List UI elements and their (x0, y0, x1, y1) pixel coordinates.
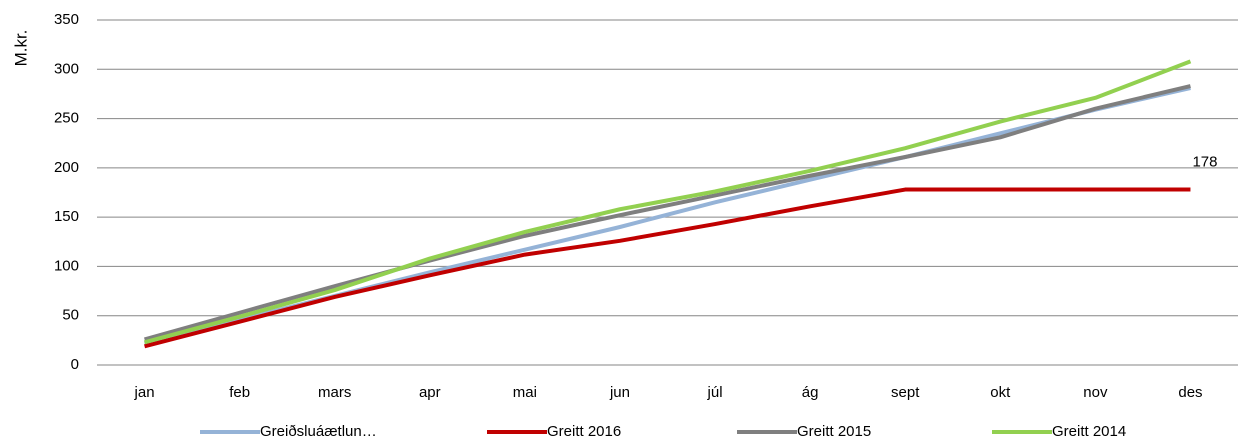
y-tick-label: 0 (71, 356, 79, 373)
legend-label: Greitt 2016 (547, 423, 621, 440)
series-line (144, 187, 1191, 349)
x-tick-label: des (1178, 384, 1202, 401)
y-tick-label: 150 (54, 208, 79, 225)
legend-label: Greiðsluáætlun… (260, 423, 377, 440)
y-tick-label: 200 (54, 159, 79, 176)
x-tick-label: sept (891, 384, 920, 401)
series-line (144, 59, 1192, 345)
y-tick-label: 350 (54, 11, 79, 28)
y-tick-label: 250 (54, 110, 79, 127)
y-tick-label: 50 (62, 307, 79, 324)
x-tick-label: jun (609, 384, 630, 401)
legend-label: Greitt 2015 (797, 423, 871, 440)
x-tick-label: jan (134, 384, 155, 401)
x-tick-label: feb (229, 384, 250, 401)
series-line (144, 84, 1191, 342)
x-tick-label: okt (990, 384, 1011, 401)
x-tick-label: apr (419, 384, 441, 401)
y-tick-label: 300 (54, 60, 79, 77)
y-tick-label: 100 (54, 257, 79, 274)
x-tick-label: ág (802, 384, 819, 401)
legend-label: Greitt 2014 (1052, 423, 1126, 440)
x-tick-label: mai (513, 384, 537, 401)
y-axis-label: M.kr. (11, 30, 30, 67)
x-tick-label: mars (318, 384, 351, 401)
x-tick-label: nov (1083, 384, 1108, 401)
x-tick-label: júl (707, 384, 723, 401)
data-label: 178 (1192, 154, 1217, 171)
